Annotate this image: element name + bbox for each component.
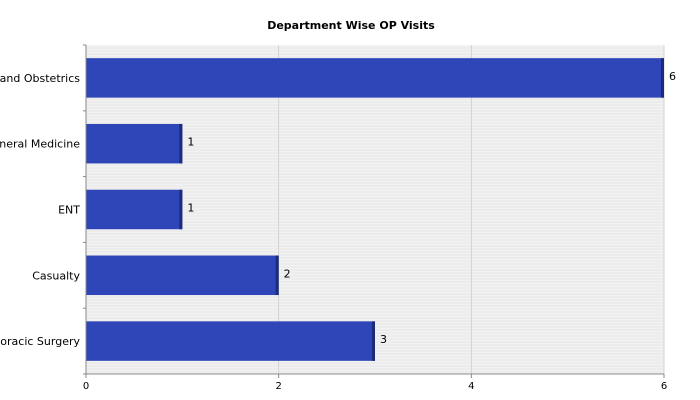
- value-label: 1: [187, 136, 194, 149]
- x-tick-label: 4: [468, 381, 474, 392]
- x-tick-label: 0: [83, 381, 89, 392]
- x-tick-label: 6: [661, 381, 667, 392]
- value-label: 6: [669, 70, 676, 83]
- bar-edge: [275, 255, 279, 296]
- x-tick-label: 2: [275, 381, 281, 392]
- category-labels: y and Obstetrics eneral Medicine ENT Casual…: [0, 72, 80, 348]
- bar: [86, 321, 375, 361]
- bar-edge: [661, 58, 664, 98]
- bars: [86, 58, 664, 361]
- bar-edge: [372, 321, 375, 361]
- bar: [86, 58, 664, 98]
- bar-edge: [179, 189, 183, 230]
- category-label: Casualty: [32, 269, 80, 282]
- category-label: y and Obstetrics: [0, 72, 80, 85]
- category-label: ENT: [58, 204, 80, 217]
- chart-title: Department Wise OP Visits: [267, 19, 435, 32]
- bar: [86, 255, 279, 296]
- x-ticks: 0 2 4 6: [83, 374, 667, 392]
- bar-edge: [179, 123, 183, 164]
- bar: [86, 189, 183, 230]
- value-label: 1: [187, 202, 194, 215]
- value-label: 3: [380, 333, 387, 346]
- category-label: eneral Medicine: [0, 138, 80, 151]
- category-label: horacic Surgery: [0, 335, 80, 348]
- value-label: 2: [284, 267, 291, 280]
- value-labels: 6 1 1 2 3: [187, 70, 676, 346]
- bar: [86, 123, 183, 164]
